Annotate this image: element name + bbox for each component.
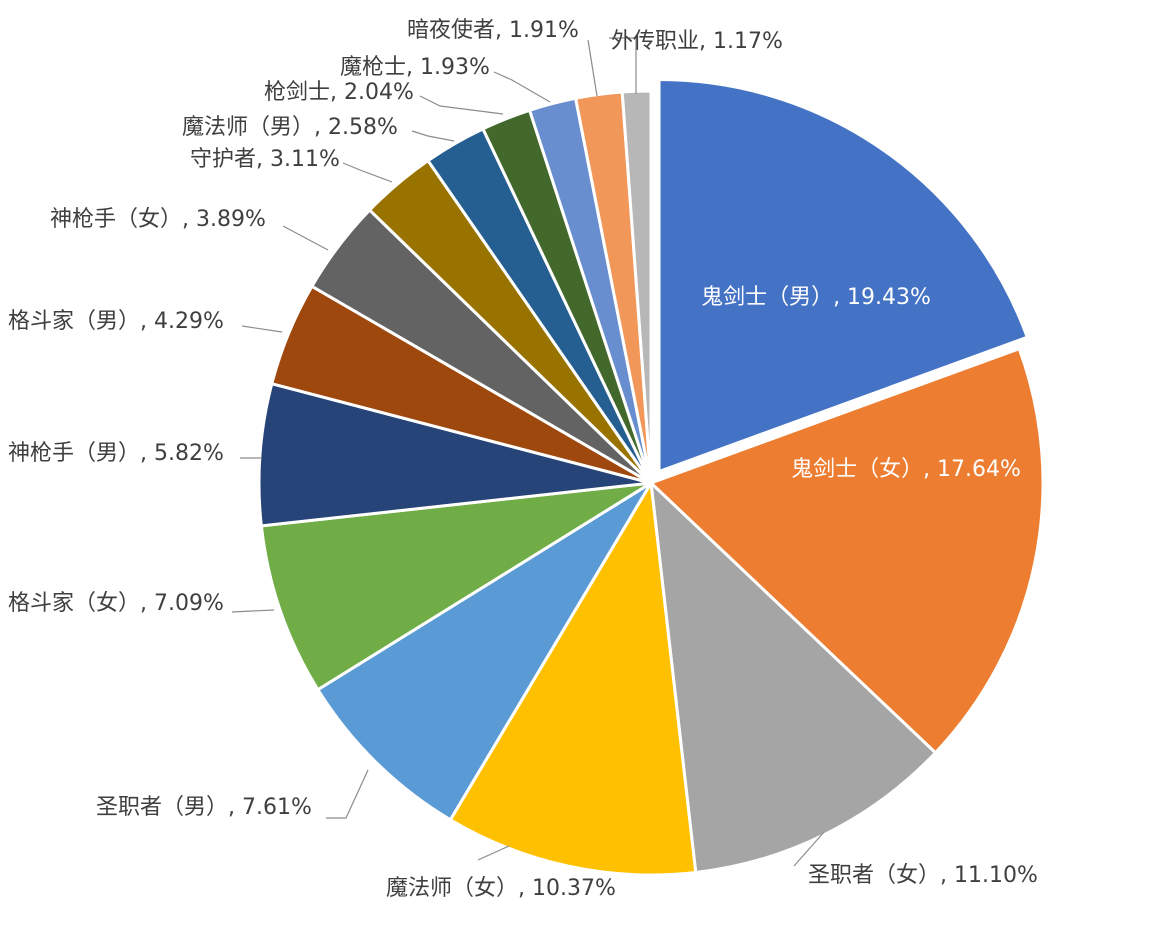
- data-label-10: 守护者, 3.11%: [190, 147, 340, 172]
- data-label-4: 魔法师（女）, 10.37%: [386, 876, 616, 901]
- data-label-1: 鬼剑士（男）, 19.43%: [701, 285, 931, 310]
- pie-slice-3: [649, 481, 937, 874]
- data-label-14: 暗夜使者, 1.91%: [407, 18, 579, 43]
- leader-line-15: [609, 37, 637, 94]
- data-label-5: 圣职者（男）, 7.61%: [96, 795, 312, 820]
- pie-slice-6: [259, 481, 653, 692]
- pie-slice-5: [316, 481, 653, 822]
- leader-line-12: [419, 95, 504, 115]
- data-label-13: 魔枪士, 1.93%: [340, 55, 490, 80]
- leader-line-9: [282, 225, 329, 251]
- leader-line-13: [493, 71, 551, 103]
- pie-slice-7: [257, 382, 653, 528]
- data-label-9: 神枪手（女）, 3.89%: [50, 207, 266, 232]
- pie-slice-1: [657, 78, 1029, 474]
- data-label-7: 神枪手（男）, 5.82%: [8, 441, 224, 466]
- leader-lines: [231, 37, 825, 867]
- data-label-6: 格斗家（女）, 7.09%: [8, 591, 224, 616]
- data-label-15: 外传职业, 1.17%: [611, 29, 783, 54]
- leader-line-14: [587, 39, 598, 97]
- data-labels: 鬼剑士（男）, 19.43% 鬼剑士（女）, 17.64% 圣职者（女）, 11.1…: [8, 18, 1038, 901]
- data-label-11: 魔法师（男）, 2.58%: [182, 115, 398, 140]
- leader-line-10: [342, 162, 393, 183]
- leader-line-5: [326, 769, 369, 819]
- leader-line-6: [231, 609, 275, 613]
- pie-slice-4: [448, 481, 698, 877]
- pie-slices: [257, 78, 1045, 877]
- leader-line-8: [241, 325, 283, 333]
- leader-line-3: [793, 831, 825, 867]
- pie-slice-2: [649, 347, 1045, 755]
- data-label-8: 格斗家（男）, 4.29%: [8, 309, 224, 334]
- data-label-2: 鬼剑士（女）, 17.64%: [791, 457, 1021, 482]
- data-label-3: 圣职者（女）, 11.10%: [808, 863, 1038, 888]
- leader-line-11: [411, 130, 455, 142]
- data-label-12: 枪剑士, 2.04%: [264, 80, 414, 105]
- leader-line-4: [477, 845, 510, 861]
